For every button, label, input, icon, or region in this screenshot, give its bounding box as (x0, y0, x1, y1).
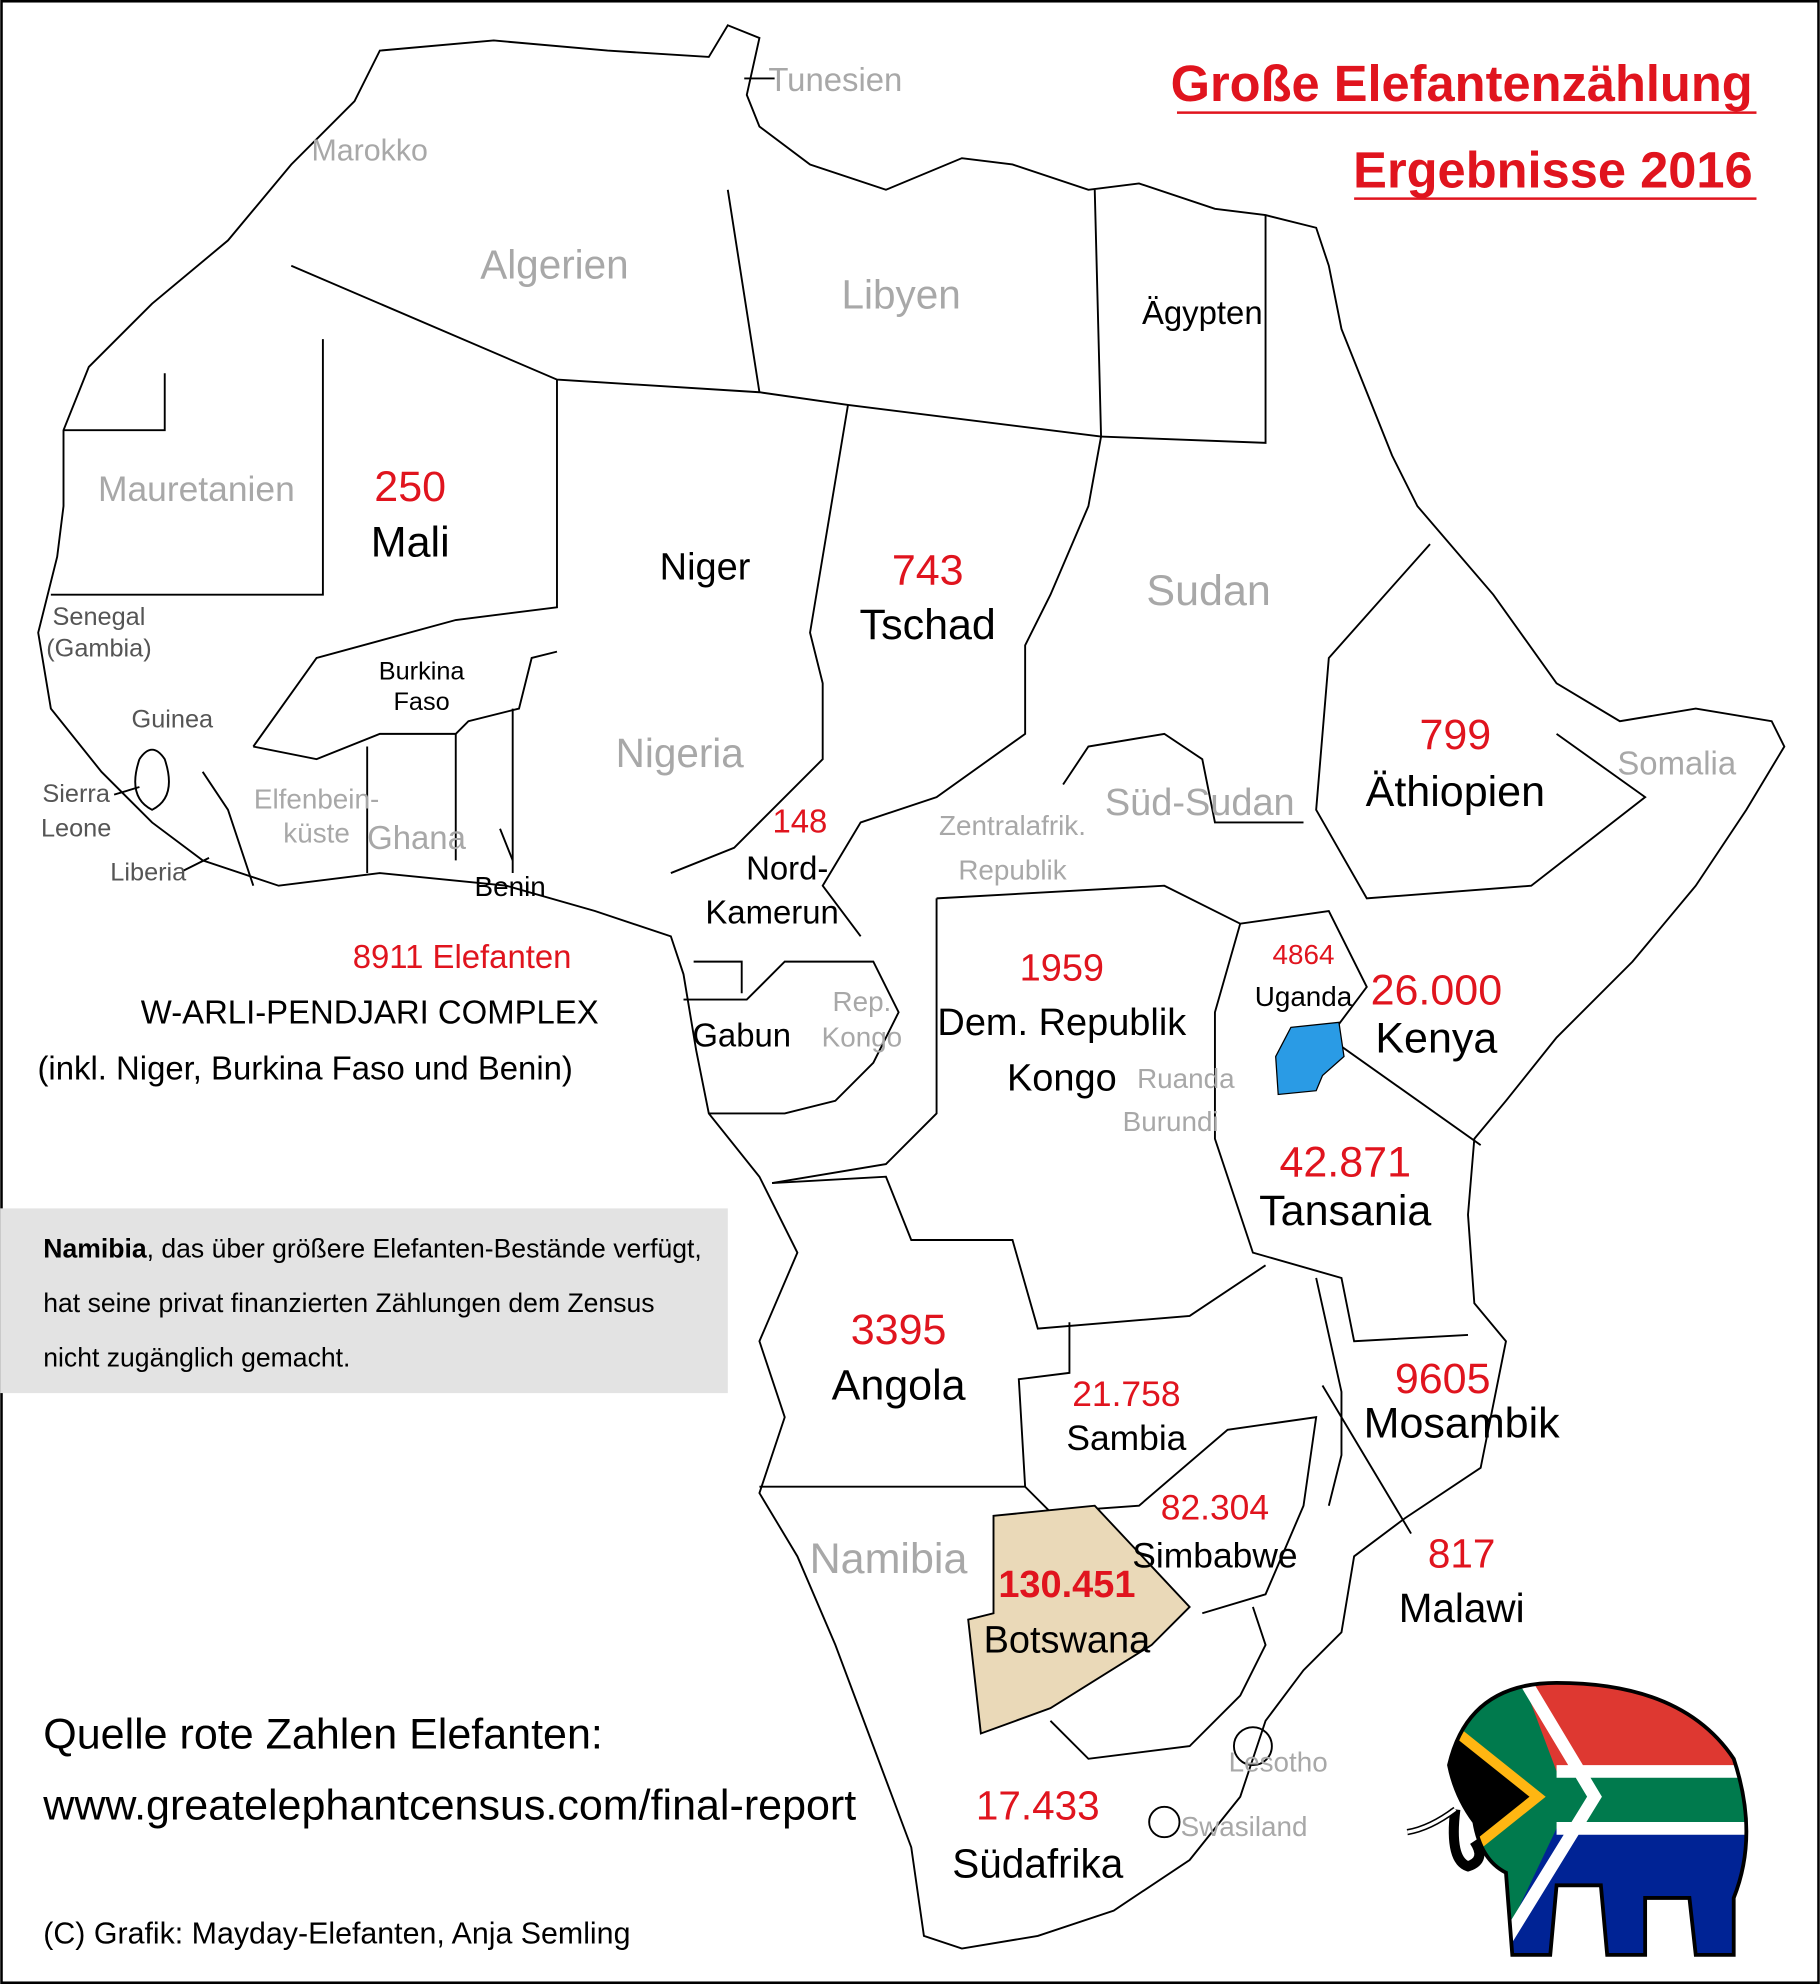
note-line: Namibia, das über größere Elefanten-Best… (43, 1234, 702, 1264)
country-label: Kongo (822, 1021, 902, 1052)
country-label: Nord- (746, 849, 828, 886)
uganda (1275, 1021, 1345, 1096)
country-label: Marokko (312, 135, 428, 168)
africa-outline (37, 24, 1786, 1950)
source: Quelle rote Zahlen Elefanten: (43, 1711, 603, 1759)
country-label: (Gambia) (46, 635, 151, 663)
elephant-count: 26.000 (1371, 967, 1503, 1015)
country-label: Mosambik (1364, 1399, 1560, 1447)
country-label: Burundi (1123, 1106, 1219, 1137)
elephant-count: 148 (772, 803, 827, 840)
complex-note: (inkl. Niger, Burkina Faso und Benin) (37, 1049, 572, 1086)
borders (50, 189, 1647, 1839)
elephant-count: 1959 (1020, 948, 1104, 990)
elephant-count: 21.758 (1072, 1374, 1180, 1414)
country-label: Republik (958, 854, 1066, 885)
country-label: Tansania (1259, 1187, 1431, 1235)
elephant-count: 250 (374, 463, 446, 511)
title-line: Ergebnisse 2016 (1353, 141, 1753, 198)
elephant-count: 799 (1419, 711, 1491, 759)
country-label: Kamerun (705, 894, 838, 931)
country-label: Sudan (1146, 567, 1270, 615)
elephant-count: 817 (1428, 1531, 1496, 1577)
elephant-count: 17.433 (976, 1783, 1100, 1829)
country-label: Tschad (860, 601, 996, 649)
source-url: www.greatelephantcensus.com/final-report (42, 1782, 856, 1830)
elephant-count: 82.304 (1161, 1488, 1269, 1528)
country-label: küste (283, 818, 350, 849)
country-label: Libyen (842, 272, 961, 318)
botswana (967, 1504, 1191, 1735)
country-label: Uganda (1255, 981, 1353, 1012)
elephant-count: 743 (892, 547, 964, 595)
country-label: Sambia (1066, 1418, 1186, 1458)
country-label: Süd-Sudan (1105, 782, 1295, 824)
country-label: Ägypten (1142, 294, 1263, 331)
country-label: Kongo (1007, 1058, 1117, 1100)
country-label: Mali (371, 519, 450, 567)
country-label: Rep. (833, 986, 892, 1017)
elephant-count: 3395 (851, 1306, 947, 1354)
credit: (C) Grafik: Mayday-Elefanten, Anja Semli… (43, 1918, 630, 1951)
country-label: Ghana (367, 819, 466, 856)
note-text: , das über größere Elefanten-Bestände ve… (147, 1234, 702, 1264)
complex-count: 8911 Elefanten (353, 938, 572, 975)
elephant-count: 9605 (1395, 1355, 1491, 1403)
elephant-count: 130.451 (998, 1564, 1135, 1606)
country-label: Ruanda (1137, 1063, 1235, 1094)
country-label: Guinea (132, 706, 215, 734)
country-label: Somalia (1617, 744, 1736, 781)
country-label: Namibia (810, 1535, 968, 1583)
country-label: Angola (832, 1361, 966, 1409)
note-line: nicht zugänglich gemacht. (43, 1343, 350, 1373)
leader-lines (113, 77, 1412, 1535)
country-label: Senegal (53, 603, 146, 631)
country-label: Dem. Republik (937, 1002, 1187, 1044)
country-label: Mauretanien (98, 469, 295, 509)
title: Große Elefantenzählung Ergebnisse 2016 (1171, 55, 1757, 200)
elephant-count: 42.871 (1279, 1139, 1411, 1187)
title-line: Große Elefantenzählung (1171, 55, 1753, 112)
elephant-count: 4864 (1273, 939, 1335, 970)
note-box (0, 1208, 728, 1394)
country-label: Faso (393, 688, 449, 716)
country-label: Südafrika (952, 1841, 1123, 1887)
country-label: Benin (475, 871, 546, 902)
country-label: Liberia (110, 859, 187, 887)
complex-name: W-ARLI-PENDJARI COMPLEX (141, 994, 599, 1031)
country-label: Tunesien (768, 61, 902, 98)
country-label: Botswana (984, 1619, 1152, 1661)
country-label: Leone (41, 814, 111, 842)
country-label: Nigeria (616, 730, 745, 776)
note-line: hat seine privat finanzierten Zählungen … (43, 1288, 654, 1318)
country-label: Simbabwe (1132, 1536, 1297, 1576)
country-label: Burkina (379, 657, 466, 685)
country-label: Zentralafrik. (939, 810, 1086, 841)
country-label: Swasiland (1181, 1811, 1308, 1842)
country-label: Algerien (480, 241, 628, 287)
country-label: Sierra (42, 780, 110, 808)
country-label: Gabun (692, 1016, 791, 1053)
country-label: Niger (660, 547, 751, 589)
country-label: Lesotho (1229, 1746, 1328, 1777)
country-label: Elfenbein- (254, 784, 379, 815)
note-bold: Namibia (43, 1234, 147, 1264)
country-label: Malawi (1399, 1585, 1525, 1631)
country-label: Kenya (1375, 1015, 1497, 1063)
country-label: Äthiopien (1366, 768, 1545, 816)
